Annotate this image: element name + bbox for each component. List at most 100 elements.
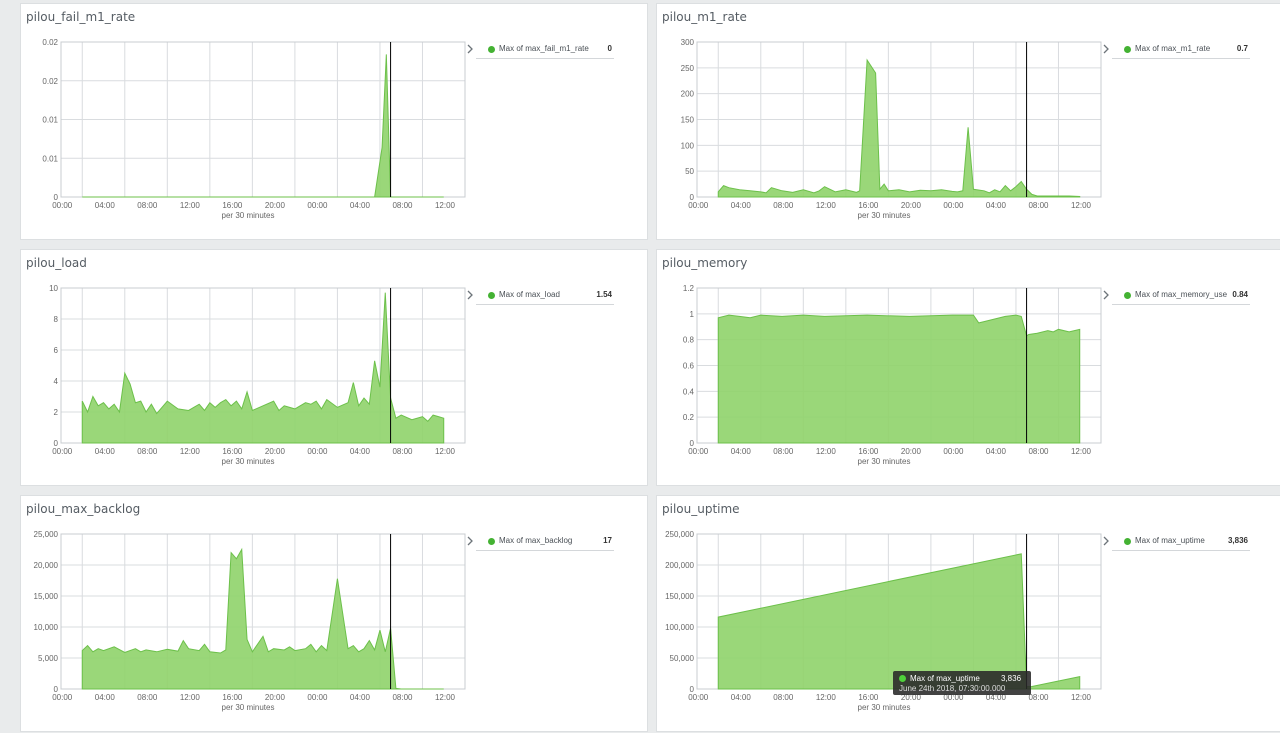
x-tick-label: 20:00 [901, 447, 922, 456]
y-tick-label: 0.01 [42, 154, 58, 163]
series-color-dot [899, 675, 906, 682]
tooltip-label: Max of max_uptime [910, 674, 980, 683]
legend-value: 0.7 [1236, 44, 1248, 53]
y-tick-label: 50,000 [670, 654, 695, 663]
series-area [717, 553, 1081, 690]
x-tick-label: 04:00 [986, 447, 1007, 456]
x-tick-label: 12:00 [816, 693, 837, 702]
legend-value: 0.84 [1232, 290, 1248, 299]
x-tick-label: 00:00 [943, 447, 964, 456]
x-tick-label: 12:00 [1071, 693, 1092, 702]
x-axis-label: per 30 minutes [222, 211, 275, 220]
series-color-dot [488, 292, 495, 299]
chevron-right-icon[interactable] [1102, 290, 1110, 300]
y-tick-label: 0 [690, 439, 695, 448]
chevron-right-icon[interactable] [466, 536, 474, 546]
series-color-dot [1124, 46, 1131, 53]
legend-item[interactable]: Max of max_backlog 17 [467, 534, 614, 551]
legend-label: Max of max_memory_use [1135, 290, 1228, 299]
x-tick-label: 00:00 [307, 693, 328, 702]
y-tick-label: 200 [681, 90, 695, 99]
legend-item[interactable]: Max of max_load 1.54 [467, 288, 614, 305]
x-tick-label: 04:00 [350, 693, 371, 702]
legend-item[interactable]: Max of max_fail_m1_rate 0 [467, 42, 614, 59]
legend-label: Max of max_load [499, 290, 560, 299]
x-tick-label: 00:00 [307, 201, 328, 210]
x-tick-label: 12:00 [816, 201, 837, 210]
y-tick-label: 10,000 [34, 623, 59, 632]
chart-memory[interactable]: 0 0.2 0.4 0.6 0.8 1 1.2 00:00 04:00 08:00 12:00 16:… [657, 250, 1280, 487]
x-tick-label: 08:00 [392, 447, 413, 456]
legend-item[interactable]: Max of max_memory_use 0.84 [1103, 288, 1250, 305]
tooltip-value: 3,836 [1001, 674, 1022, 683]
y-tick-label: 0.4 [683, 387, 695, 396]
y-tick-label: 10 [49, 284, 58, 293]
x-tick-label: 08:00 [773, 693, 794, 702]
x-tick-label: 16:00 [858, 447, 879, 456]
panel-title: pilou_uptime [662, 502, 740, 516]
legend-value: 0 [607, 44, 612, 53]
x-tick-label: 16:00 [222, 201, 243, 210]
x-tick-label: 00:00 [52, 693, 73, 702]
legend-label: Max of max_backlog [499, 536, 573, 545]
x-tick-label: 08:00 [137, 201, 158, 210]
chevron-right-icon[interactable] [466, 290, 474, 300]
chart-tooltip: Max of max_uptime 3,836 June 24th 2018, … [893, 671, 1031, 695]
chevron-right-icon[interactable] [1102, 44, 1110, 54]
y-tick-label: 0.02 [42, 77, 58, 86]
chevron-right-icon[interactable] [466, 44, 474, 54]
legend-item[interactable]: Max of max_uptime 3,836 [1103, 534, 1250, 551]
panel-load: pilou_load 0 2 4 6 8 10 00:00 04:00 08:00 12:00 16… [20, 249, 648, 486]
x-tick-label: 12:00 [1071, 201, 1092, 210]
y-tick-label: 0 [690, 685, 695, 694]
x-tick-label: 04:00 [350, 201, 371, 210]
x-tick-label: 20:00 [265, 693, 286, 702]
chart-m1-rate[interactable]: 0 50 100 150 200 250 300 00:00 04:00 08:00 12:00 16… [657, 4, 1280, 241]
panel-memory: pilou_memory 0 0.2 0.4 0.6 0.8 1 1.2 00:00 04:00… [656, 249, 1280, 486]
y-tick-label: 0.8 [683, 336, 695, 345]
y-tick-label: 6 [54, 346, 59, 355]
y-tick-label: 100 [681, 141, 695, 150]
y-tick-label: 1 [690, 310, 695, 319]
chart-uptime[interactable]: 0 50,000 100,000 150,000 200,000 250,000 00:00… [657, 496, 1280, 733]
x-axis-label: per 30 minutes [858, 457, 911, 466]
series-area [717, 58, 1081, 198]
x-tick-label: 20:00 [901, 201, 922, 210]
y-tick-label: 250 [681, 64, 695, 73]
y-tick-label: 150 [681, 116, 695, 125]
y-tick-label: 200,000 [665, 561, 694, 570]
x-tick-label: 08:00 [1028, 201, 1049, 210]
x-tick-label: 12:00 [435, 693, 456, 702]
x-tick-label: 12:00 [180, 447, 201, 456]
legend-value: 17 [603, 536, 612, 545]
series-color-dot [488, 46, 495, 53]
chart-max-backlog[interactable]: 0 5,000 10,000 15,000 20,000 25,000 00:00 04:00… [21, 496, 649, 733]
y-tick-label: 0 [690, 193, 695, 202]
x-axis-label: per 30 minutes [222, 703, 275, 712]
y-tick-label: 5,000 [38, 654, 59, 663]
chart-fail-m1-rate[interactable]: 0 0.01 0.01 0.02 0.02 00:00 04:00 08:00 12:00 16:… [21, 4, 649, 241]
x-tick-label: 20:00 [265, 201, 286, 210]
y-tick-label: 0 [54, 193, 59, 202]
y-tick-label: 0.6 [683, 362, 695, 371]
x-tick-label: 00:00 [688, 201, 709, 210]
x-tick-label: 08:00 [1028, 447, 1049, 456]
y-tick-label: 0.02 [42, 38, 58, 47]
x-tick-label: 00:00 [943, 693, 964, 702]
y-tick-label: 50 [685, 167, 694, 176]
y-tick-label: 20,000 [34, 561, 59, 570]
legend-value: 3,836 [1227, 536, 1248, 545]
x-tick-label: 08:00 [773, 201, 794, 210]
legend-item[interactable]: Max of max_m1_rate 0.7 [1103, 42, 1250, 59]
chart-load[interactable]: 0 2 4 6 8 10 00:00 04:00 08:00 12:00 16:00 20:00 00:… [21, 250, 649, 487]
panel-title: pilou_memory [662, 256, 748, 270]
chevron-right-icon[interactable] [1102, 536, 1110, 546]
x-axis-label: per 30 minutes [858, 211, 911, 220]
series-color-dot [1124, 292, 1131, 299]
series-area [81, 292, 445, 444]
x-tick-label: 00:00 [688, 693, 709, 702]
y-tick-label: 0 [54, 439, 59, 448]
series-area [81, 547, 444, 690]
y-tick-label: 0.2 [683, 413, 695, 422]
x-tick-label: 00:00 [688, 447, 709, 456]
